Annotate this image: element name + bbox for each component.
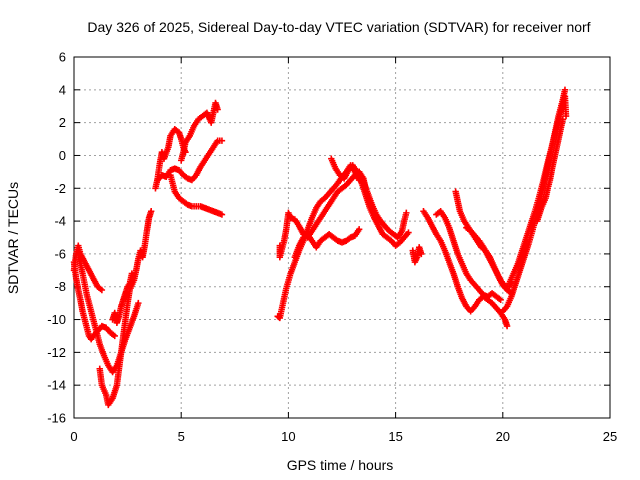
- data-point: [147, 208, 155, 215]
- plot-frame: [73, 56, 611, 419]
- y-tick-label: -4: [54, 214, 66, 229]
- data-points: [70, 86, 570, 409]
- x-axis-label: GPS time / hours: [287, 457, 394, 473]
- y-axis-label: SDTVAR / TECUs: [5, 182, 21, 294]
- series-sat-l: [291, 226, 363, 261]
- y-tick-label: 6: [59, 50, 66, 65]
- x-tick-label: 15: [388, 429, 402, 444]
- data-point: [497, 296, 504, 304]
- y-tick-label: -2: [54, 181, 66, 196]
- series-sat-r: [452, 188, 515, 297]
- data-point: [135, 299, 142, 307]
- x-tick-label: 10: [281, 429, 295, 444]
- data-point: [355, 226, 363, 233]
- series-sat-n: [355, 168, 410, 241]
- data-point: [128, 270, 136, 277]
- y-tick-label: -14: [47, 378, 66, 393]
- y-tick-label: 0: [59, 148, 66, 163]
- series-sat-u: [506, 93, 570, 287]
- series-sat-i: [178, 99, 221, 164]
- y-tick-label: -8: [54, 279, 66, 294]
- x-tick-label: 25: [603, 429, 617, 444]
- series-sat-v: [533, 116, 567, 225]
- data-point: [111, 332, 118, 340]
- series-sat-d: [96, 208, 155, 409]
- y-tick-label: -10: [47, 312, 66, 327]
- data-point: [218, 211, 226, 218]
- x-tick-label: 5: [178, 429, 185, 444]
- data-point: [98, 286, 106, 294]
- series-sat-j: [276, 168, 369, 261]
- chart-title: Day 326 of 2025, Sidereal Day-to-day VTE…: [87, 19, 590, 35]
- data-point: [405, 229, 412, 236]
- data-point: [561, 86, 569, 94]
- series-sat-m: [328, 155, 412, 249]
- data-point: [403, 209, 410, 217]
- x-tick-label: 0: [70, 429, 77, 444]
- data-point: [503, 322, 511, 330]
- y-tick-label: -16: [47, 411, 66, 426]
- data-point: [218, 137, 226, 144]
- data-point: [559, 116, 567, 123]
- series-sat-s: [463, 224, 515, 290]
- y-tick-label: 4: [59, 82, 66, 97]
- series-sat-g: [154, 137, 226, 184]
- data-point: [418, 250, 425, 258]
- data-point: [562, 112, 570, 120]
- series-sat-h: [167, 171, 226, 218]
- series-sat-q: [433, 208, 504, 304]
- y-tick-label: -12: [47, 345, 66, 360]
- series-sat-b: [70, 258, 118, 343]
- y-tick-label: -6: [54, 246, 66, 261]
- x-tick-label: 20: [496, 429, 510, 444]
- data-point: [214, 106, 221, 113]
- axis-ticks: -16 -14 -12 -10 -8 -6 -4 -2 0 2 4 6 0 5 10 15 20 25: [47, 50, 617, 445]
- y-tick-label: 2: [59, 115, 66, 130]
- series-sat-o: [409, 244, 425, 266]
- grid-lines: [74, 57, 610, 418]
- series-sat-e: [109, 270, 136, 327]
